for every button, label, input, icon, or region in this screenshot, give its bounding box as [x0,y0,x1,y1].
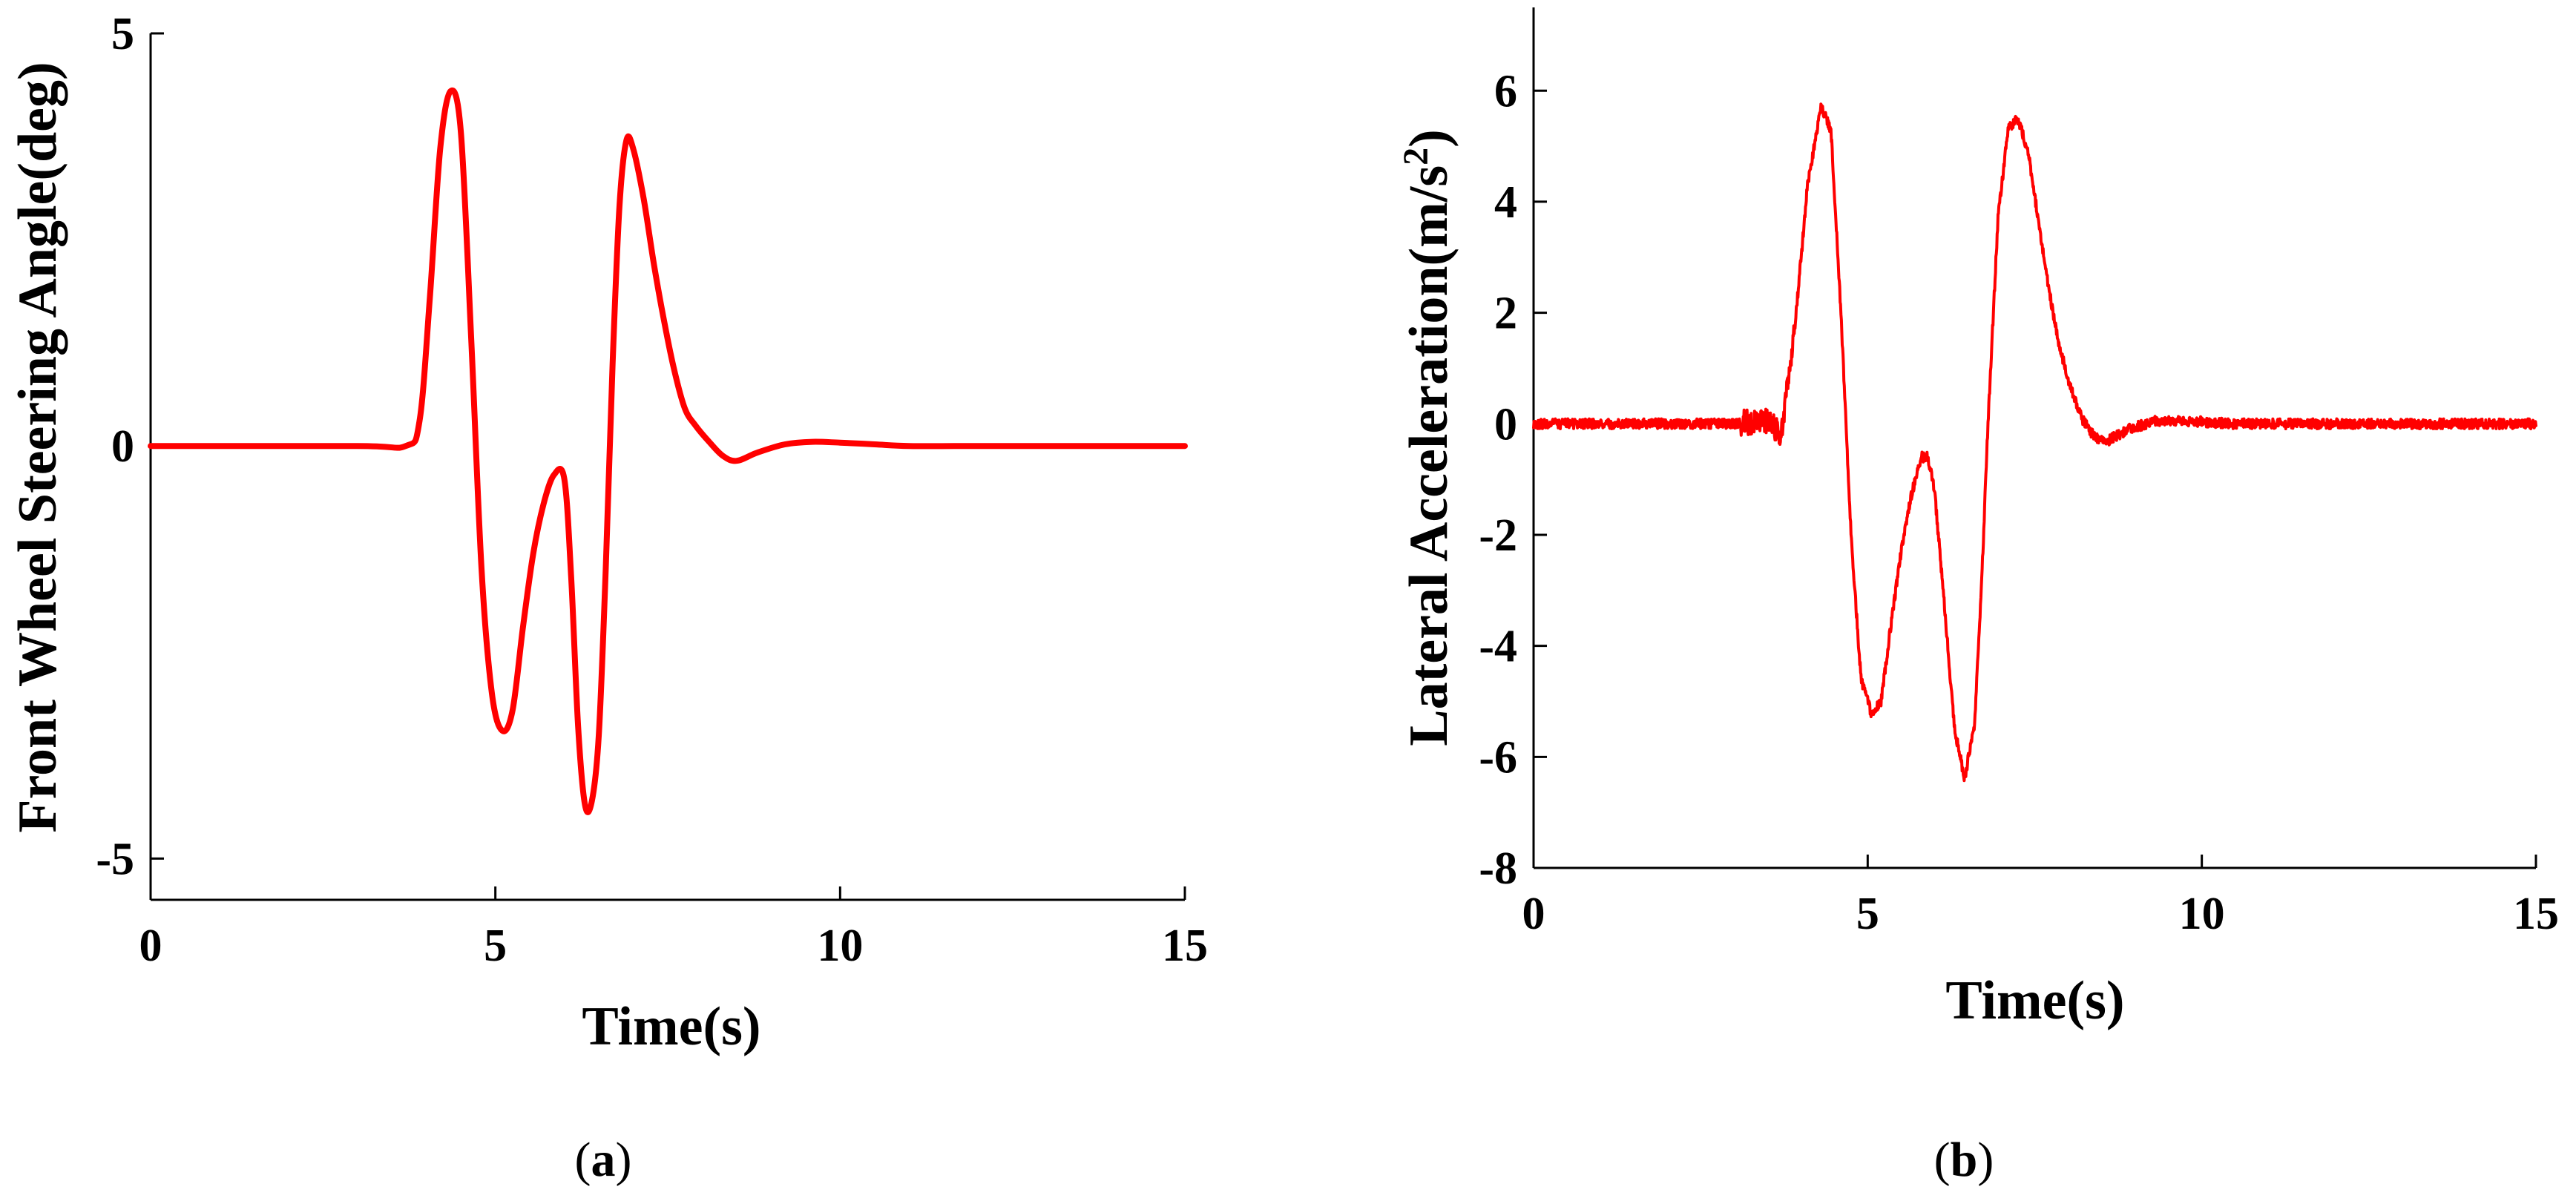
series-line-b [1532,102,2537,783]
y-tick-label-b: -6 [1479,732,1517,783]
x-tick-label-b: 5 [1856,889,1879,939]
x-tick-label-b: 15 [2513,889,2559,939]
y-tick-label-b: -8 [1479,843,1517,894]
plot-area-b: 0 5 10 15 -8 -6 -4 -2 0 2 4 6 [1479,7,2559,939]
y-tick-label-b: -2 [1479,510,1517,561]
y-axis-title-a: Front Wheel Steering Angle(deg) [7,62,68,832]
panel-label-a: (a) [575,1133,632,1187]
x-tick-label-a: 15 [1162,921,1208,971]
panel-label-b: (b) [1934,1133,1994,1187]
y-tick-label-b: 6 [1494,66,1517,116]
y-tick-label-b: -4 [1479,622,1517,672]
y-tick-label-b: 4 [1494,177,1517,228]
y-tick-label-b: 2 [1494,289,1517,339]
y-tick-label-a: -5 [96,834,134,884]
y-axis-title-b: Lateral Acceleration(m/s2) [1396,129,1459,746]
x-tick-label-b: 0 [1522,889,1545,939]
x-tick-label-a: 5 [484,921,507,971]
x-tick-label-b: 10 [2179,889,2225,939]
y-tick-label-b: 0 [1494,399,1517,450]
plot-area-a: 0 5 10 15-505 [96,9,1208,971]
x-tick-label-a: 10 [817,921,863,971]
series-line-a [148,88,1188,815]
chart-panel-b: Lateral Acceleration(m/s2) 0 5 10 15 -8 -6 -4 -… [1396,7,2559,1187]
x-axis-title-b: Time(s) [1945,970,2124,1031]
y-tick-label-a: 0 [111,421,134,472]
x-tick-label-a: 0 [139,921,162,971]
chart-panel-a: Front Wheel Steering Angle(deg) 0 5 10 15 -5… [7,9,1208,1187]
y-tick-label-a: 5 [111,9,134,59]
x-axis-title-a: Time(s) [582,996,760,1057]
